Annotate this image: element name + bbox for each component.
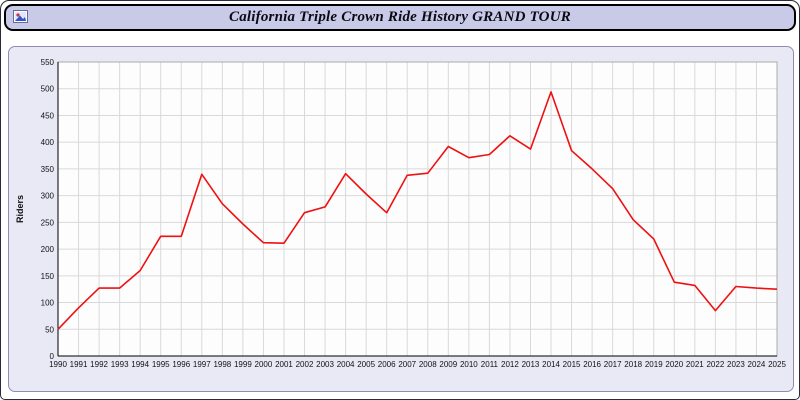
x-tick-label: 2001 <box>275 360 293 369</box>
x-tick-label: 1992 <box>90 360 108 369</box>
y-axis-label: Riders <box>15 195 25 223</box>
x-tick-label: 1998 <box>213 360 231 369</box>
series-line <box>57 91 778 330</box>
x-tick-label: 1991 <box>70 360 88 369</box>
x-tick-label: 2006 <box>378 360 396 369</box>
page-title: California Triple Crown Ride History GRA… <box>229 9 571 25</box>
image-icon <box>13 10 28 23</box>
x-tick-label: 2018 <box>624 360 642 369</box>
x-tick-label: 2015 <box>563 360 581 369</box>
y-tick-label: 550 <box>41 58 55 67</box>
y-tick-label: 50 <box>45 325 54 334</box>
x-tick-label: 2010 <box>460 360 478 369</box>
x-tick-label: 2025 <box>768 360 786 369</box>
y-tick-label: 100 <box>41 299 55 308</box>
x-tick-label: 2007 <box>398 360 416 369</box>
x-tick-label: 1994 <box>131 360 149 369</box>
y-tick-label: 200 <box>41 245 55 254</box>
x-tick-label: 2019 <box>645 360 663 369</box>
x-tick-label: 2020 <box>665 360 683 369</box>
x-tick-label: 2000 <box>255 360 273 369</box>
x-tick-label: 2011 <box>481 360 499 369</box>
y-tick-label: 500 <box>41 85 55 94</box>
x-tick-label: 1999 <box>234 360 252 369</box>
y-tick-label: 300 <box>41 192 55 201</box>
x-tick-label: 1995 <box>152 360 170 369</box>
x-tick-label: 1990 <box>49 360 67 369</box>
y-tick-label: 450 <box>41 111 55 120</box>
y-tick-label: 0 <box>50 352 55 361</box>
x-tick-label: 2003 <box>316 360 334 369</box>
x-tick-label: 2012 <box>501 360 519 369</box>
x-tick-label: 2017 <box>604 360 622 369</box>
x-tick-label: 2008 <box>419 360 437 369</box>
x-tick-label: 2013 <box>522 360 540 369</box>
y-tick-label: 400 <box>41 138 55 147</box>
x-tick-label: 1996 <box>172 360 190 369</box>
x-tick-label: 2024 <box>748 360 766 369</box>
header-bar: California Triple Crown Ride History GRA… <box>4 4 796 31</box>
x-tick-label: 2009 <box>439 360 457 369</box>
x-tick-label: 2004 <box>337 360 355 369</box>
x-tick-label: 1993 <box>111 360 129 369</box>
x-tick-label: 2014 <box>542 360 560 369</box>
x-tick-label: 2022 <box>706 360 724 369</box>
x-tick-label: 2005 <box>357 360 375 369</box>
y-tick-label: 250 <box>41 218 55 227</box>
x-tick-label: 2021 <box>686 360 704 369</box>
x-tick-label: 1997 <box>193 360 211 369</box>
y-tick-label: 350 <box>41 165 55 174</box>
y-tick-label: 150 <box>41 272 55 281</box>
x-tick-label: 2016 <box>583 360 601 369</box>
chart-panel: 0 50 100 150 200 250 300 350 400 450 500 550 1990 199… <box>8 46 794 392</box>
x-tick-label: 2023 <box>727 360 745 369</box>
x-tick-label: 2002 <box>296 360 314 369</box>
